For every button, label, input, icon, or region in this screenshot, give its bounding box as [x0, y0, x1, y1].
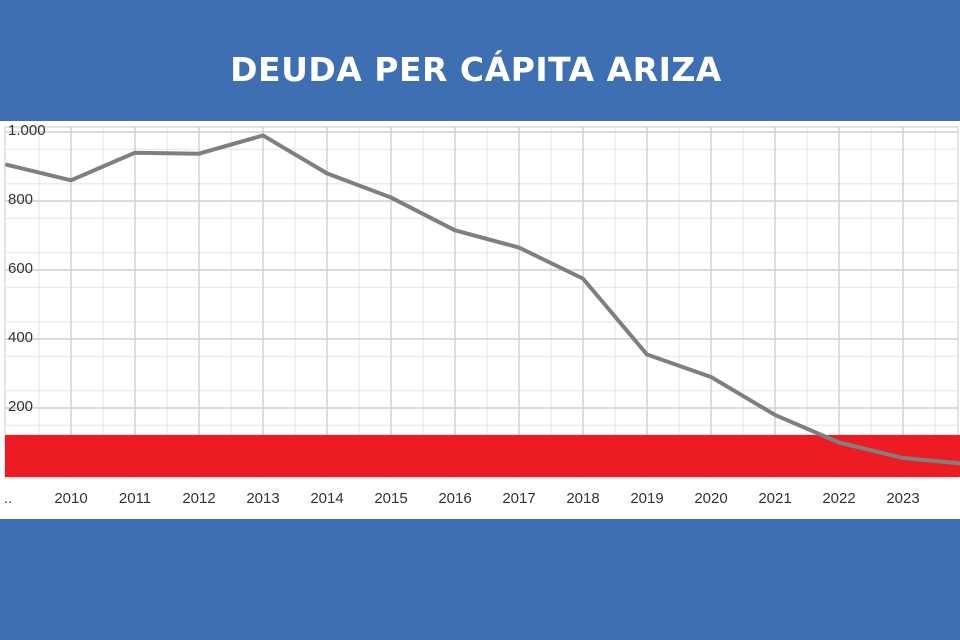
chart-panel: 1.000 800 600 400 200.. 2010 2011 2012 2013 2014 2… [0, 121, 960, 519]
x-tick-label: 2013 [246, 490, 279, 507]
x-tick-label: 2020 [694, 490, 727, 507]
chart-title: DEUDA PER CÁPITA ARIZA [230, 50, 722, 89]
debt-series-line [5, 133, 960, 466]
x-tick-label: 2010 [54, 490, 87, 507]
x-tick-label: 2019 [630, 490, 663, 507]
plot-area [4, 126, 959, 479]
x-tick-label: 2018 [566, 490, 599, 507]
y-tick-label: 800 [8, 191, 33, 208]
y-tick-label: 200 [8, 398, 33, 415]
x-tick-label: .. [4, 490, 12, 507]
threshold-band [5, 434, 960, 477]
x-tick-label: 2014 [310, 490, 343, 507]
debt-line-chart: 1.000 800 600 400 200.. 2010 2011 2012 2013 2014 2… [4, 122, 960, 507]
y-tick-label: 600 [8, 260, 33, 277]
x-tick-label: 2016 [438, 490, 471, 507]
x-tick-label: 2022 [822, 490, 855, 507]
x-tick-label: 2015 [374, 490, 407, 507]
y-tick-label: 1.000 [8, 122, 46, 139]
x-tick-label: 2021 [758, 490, 791, 507]
x-tick-label: 2012 [182, 490, 215, 507]
x-tick-label: 2011 [119, 490, 151, 507]
x-tick-label: 2017 [502, 490, 535, 507]
y-tick-label: 400 [8, 329, 33, 346]
x-tick-label: 2023 [886, 490, 919, 507]
